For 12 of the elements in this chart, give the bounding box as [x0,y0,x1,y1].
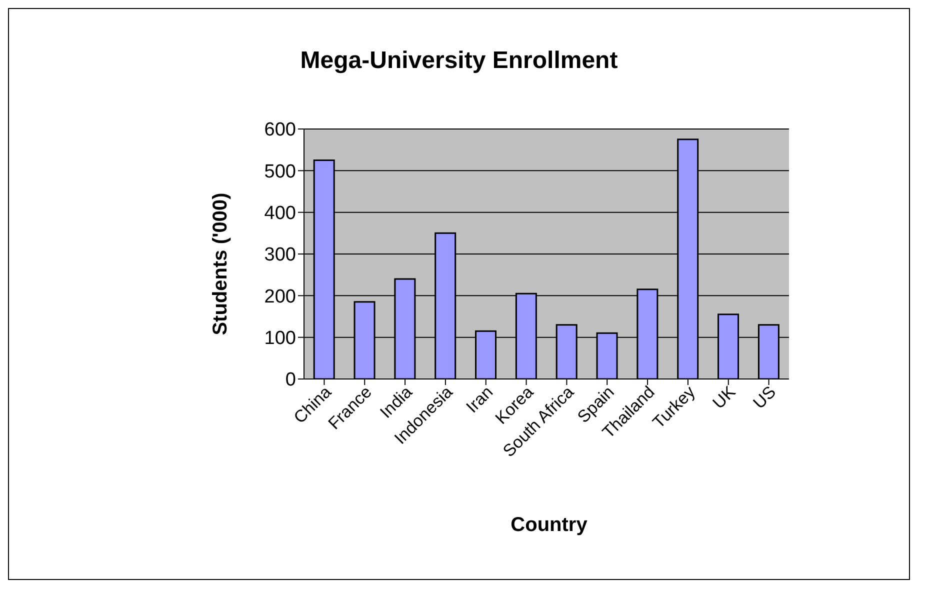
y-tick-label: 0 [285,370,296,391]
x-axis-title: Country [510,514,588,537]
y-tick-label: 500 [264,161,296,182]
y-tick-label: 200 [264,286,296,308]
y-axis-title: Students ('000) [210,192,232,336]
y-tick-label: 600 [264,120,296,141]
x-tick-label: US [749,382,780,413]
x-tick-label: UK [709,382,740,413]
y-tick-label: 400 [264,203,296,224]
y-tick-label: 300 [264,244,296,266]
chart-title: Mega-University Enrollment [299,47,619,75]
y-tick-label: 100 [264,328,296,350]
